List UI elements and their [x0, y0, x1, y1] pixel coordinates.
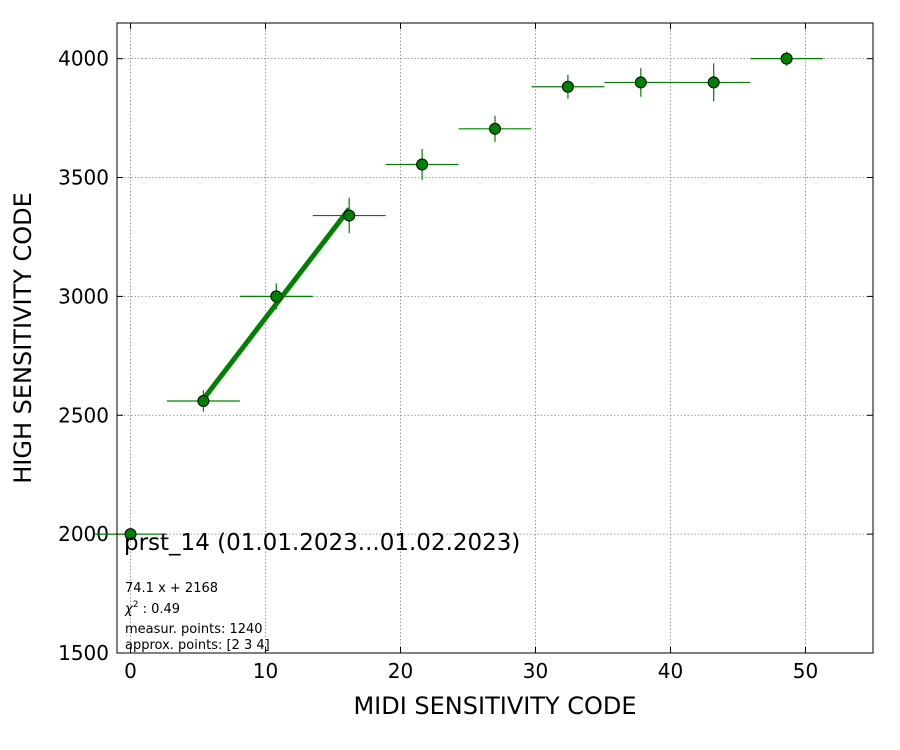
grid	[117, 23, 873, 654]
x-tick-label: 30	[523, 659, 548, 683]
annotation-chi2-symbol: χ	[124, 602, 134, 617]
data-point	[416, 158, 429, 171]
annotation-chi2-sup: 2	[133, 600, 139, 610]
x-tick-label: 10	[253, 659, 278, 683]
y-tick-label: 3000	[58, 284, 109, 308]
data-point	[561, 80, 574, 93]
annotation-chi2-value: : 0.49	[138, 602, 180, 617]
data-point	[343, 209, 356, 222]
annotation-title: prst_14 (01.01.2023...01.02.2023)	[124, 530, 520, 556]
x-axis-label: MIDI SENSITIVITY CODE	[353, 692, 636, 720]
data-point	[270, 290, 283, 303]
annotation-approx-points: approx. points: [2 3 4]	[125, 638, 270, 653]
y-axis-label: HIGH SENSITIVITY CODE	[9, 192, 37, 484]
annotation-measur-points: measur. points: 1240	[125, 622, 263, 637]
x-tick-label: 20	[388, 659, 413, 683]
data-point	[197, 395, 210, 407]
markers	[124, 52, 793, 541]
y-tick-label: 4000	[58, 47, 109, 71]
x-tick-label: 40	[658, 659, 683, 683]
data-point	[780, 52, 793, 65]
plot-frame	[116, 22, 874, 654]
x-tick-label: 50	[793, 659, 818, 683]
data-point	[124, 528, 137, 541]
data-point	[489, 122, 501, 135]
y-tick-label: 2500	[58, 403, 109, 427]
data-point	[634, 76, 647, 89]
x-tick-label: 0	[124, 659, 137, 683]
annotation-chi2: χ2 : 0.49	[124, 600, 180, 617]
y-tick-label: 3500	[58, 166, 109, 190]
annotation-equation: 74.1 x + 2168	[125, 581, 218, 596]
data-point	[707, 76, 720, 89]
y-tick-label: 1500	[58, 641, 109, 665]
